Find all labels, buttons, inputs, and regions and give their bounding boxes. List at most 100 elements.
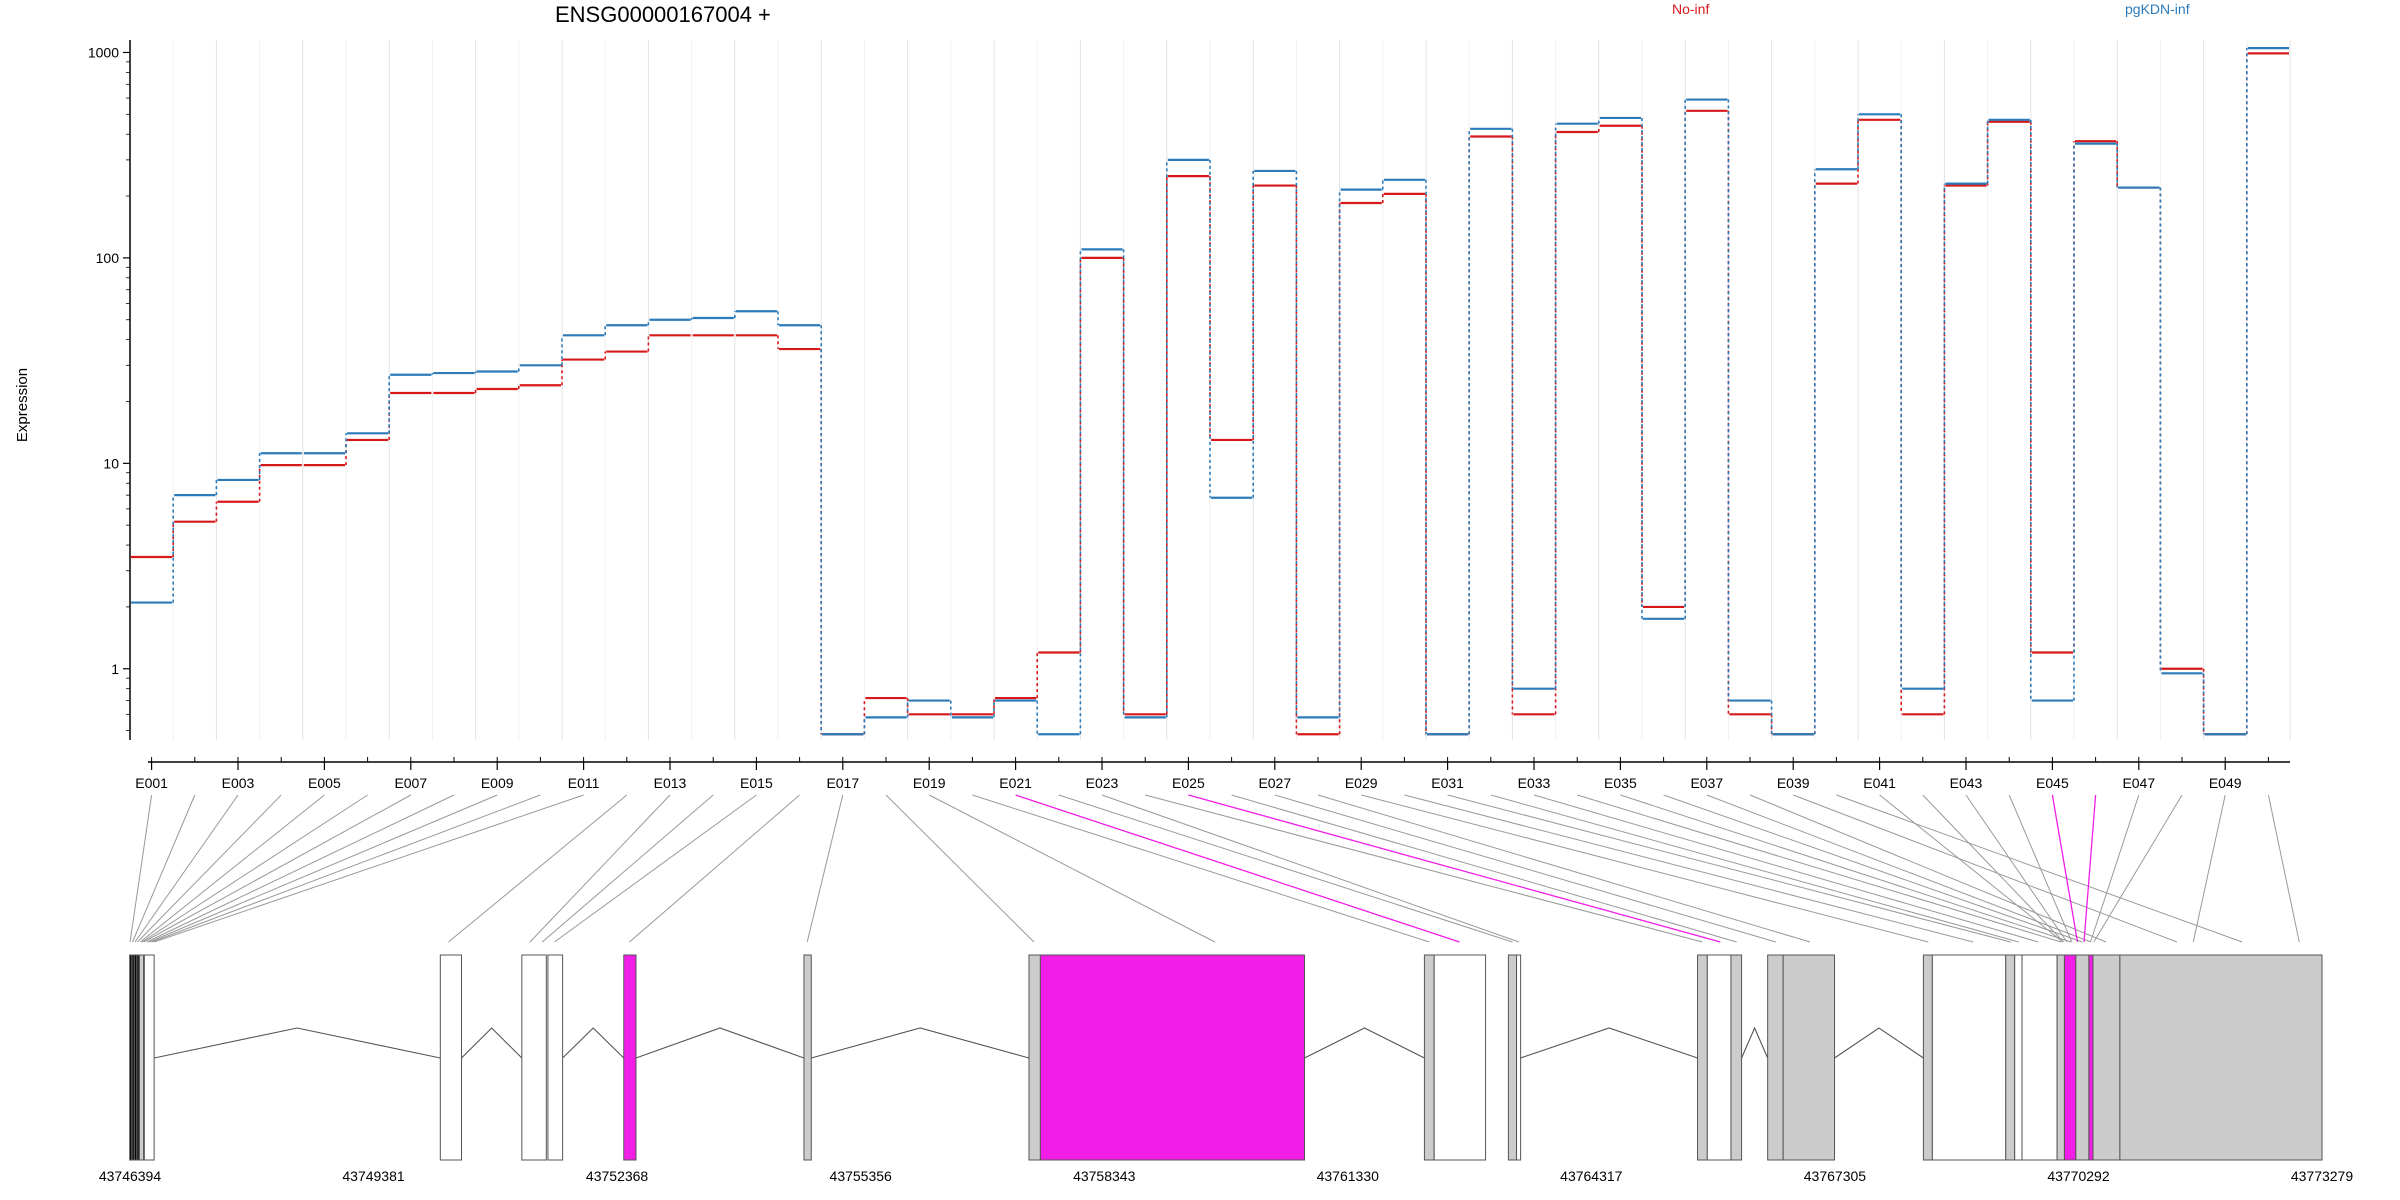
genomic-tick-label: 43755356 bbox=[830, 1168, 893, 1184]
x-tick-label: E021 bbox=[999, 775, 1032, 791]
exon-connector bbox=[448, 794, 628, 943]
exon-block bbox=[1697, 954, 1708, 1161]
exon-connector bbox=[1274, 794, 1776, 943]
exon-connector bbox=[1879, 794, 2064, 943]
exon-connector bbox=[928, 794, 1216, 943]
exon-connector bbox=[141, 794, 368, 943]
exon-block bbox=[1028, 954, 1041, 1161]
exon-connector bbox=[1965, 794, 2068, 943]
x-tick-label: E005 bbox=[308, 775, 341, 791]
series bbox=[131, 47, 2289, 736]
exon-block bbox=[2005, 954, 2016, 1161]
intron bbox=[1741, 1026, 1769, 1059]
x-tick-label: E039 bbox=[1777, 775, 1810, 791]
exon-connector bbox=[137, 794, 282, 943]
intron bbox=[1834, 1027, 1924, 1059]
genomic-tick-label: 43758343 bbox=[1073, 1168, 1136, 1184]
exon-connector bbox=[149, 794, 498, 943]
x-tick-label: E013 bbox=[654, 775, 687, 791]
intron bbox=[562, 1027, 625, 1059]
legend-no-inf: No-inf bbox=[1672, 1, 1709, 17]
exon-block bbox=[803, 954, 812, 1161]
exon-connector bbox=[129, 794, 153, 943]
gene-model: 43746394 43749381 43752368 43755356 43758343… bbox=[99, 954, 2354, 1184]
exon-block bbox=[1922, 954, 1933, 1161]
exon-block bbox=[2092, 954, 2121, 1161]
x-tick-label: E043 bbox=[1950, 775, 1983, 791]
y-tick-label: 100 bbox=[96, 250, 120, 266]
exon-block bbox=[2075, 954, 2090, 1161]
x-tick-label: E025 bbox=[1172, 775, 1205, 791]
exon-connector bbox=[1447, 794, 2011, 943]
exon-connector bbox=[134, 794, 239, 943]
exon-connector bbox=[132, 794, 196, 943]
axes: 1 10 100 1000 E001 E003 E005 E007 E009 E011 E013 E0… bbox=[88, 40, 2290, 791]
genomic-tick-label: 43752368 bbox=[586, 1168, 649, 1184]
x-tick-label: E047 bbox=[2122, 775, 2155, 791]
exon-connector bbox=[629, 794, 800, 943]
exon-block bbox=[1782, 954, 1836, 1161]
exon-connector bbox=[143, 794, 412, 943]
exon-connector bbox=[1577, 794, 2062, 943]
exon-connector bbox=[153, 794, 584, 943]
exon-connector bbox=[1015, 794, 1460, 943]
exon-block bbox=[439, 954, 463, 1161]
exon-connector bbox=[1361, 794, 1929, 943]
exon-block bbox=[129, 954, 133, 1161]
exon-connector bbox=[1836, 794, 2243, 943]
x-tick-label: E017 bbox=[826, 775, 859, 791]
exon-connector bbox=[146, 794, 455, 943]
exon-connector bbox=[1663, 794, 2083, 943]
exon-connector bbox=[1490, 794, 2019, 943]
x-tick-label: E037 bbox=[1690, 775, 1723, 791]
genomic-tick-label: 43749381 bbox=[342, 1168, 405, 1184]
exon-connector bbox=[1749, 794, 2107, 943]
intron bbox=[635, 1027, 805, 1059]
exon-block bbox=[1507, 954, 1518, 1161]
exon-block bbox=[623, 954, 637, 1161]
exon-block bbox=[143, 954, 155, 1161]
exon-connector bbox=[1188, 794, 1721, 943]
exon-connector bbox=[554, 794, 757, 943]
intron bbox=[1304, 1027, 1425, 1059]
exon-block bbox=[1516, 954, 1522, 1161]
series-pgkdn-inf bbox=[131, 47, 2289, 736]
x-tick-label: E015 bbox=[740, 775, 773, 791]
genomic-tick-label: 43761330 bbox=[1317, 1168, 1380, 1184]
exon-connector bbox=[2083, 794, 2097, 943]
x-tick-label: E009 bbox=[481, 775, 514, 791]
exon-connector bbox=[541, 794, 714, 943]
exon-block bbox=[131, 954, 135, 1161]
exon-connector bbox=[139, 794, 325, 943]
exon-connector bbox=[2192, 794, 2226, 943]
exon-block bbox=[1931, 954, 2007, 1161]
exon-connector bbox=[806, 794, 844, 943]
exon-connector bbox=[1533, 794, 2039, 943]
exon-block bbox=[1433, 954, 1487, 1161]
exon-block bbox=[1039, 954, 1306, 1161]
exon-block bbox=[2021, 954, 2058, 1161]
exon-connector bbox=[2051, 794, 2079, 943]
exon-block bbox=[2056, 954, 2065, 1161]
intron bbox=[154, 1027, 441, 1059]
exon-block bbox=[2014, 954, 2023, 1161]
x-tick-label: E003 bbox=[222, 775, 255, 791]
genomic-tick-label: 43773279 bbox=[2291, 1168, 2354, 1184]
x-tick-label: E049 bbox=[2209, 775, 2242, 791]
exon-block bbox=[138, 954, 145, 1161]
exon-connector bbox=[1706, 794, 2092, 943]
x-tick-label: E023 bbox=[1086, 775, 1119, 791]
exon-connector bbox=[2008, 794, 2073, 943]
exon-connector bbox=[1922, 794, 2064, 943]
y-tick-label: 10 bbox=[103, 455, 119, 471]
x-tick-label: E011 bbox=[568, 775, 600, 791]
intron bbox=[461, 1027, 523, 1059]
exon-block bbox=[1730, 954, 1743, 1161]
exon-connector bbox=[972, 794, 1430, 943]
x-tick-label: E001 bbox=[135, 775, 168, 791]
intron bbox=[1520, 1027, 1698, 1059]
x-tick-label: E033 bbox=[1518, 775, 1551, 791]
exon-connector bbox=[1145, 794, 1703, 943]
exon-block bbox=[136, 954, 140, 1161]
